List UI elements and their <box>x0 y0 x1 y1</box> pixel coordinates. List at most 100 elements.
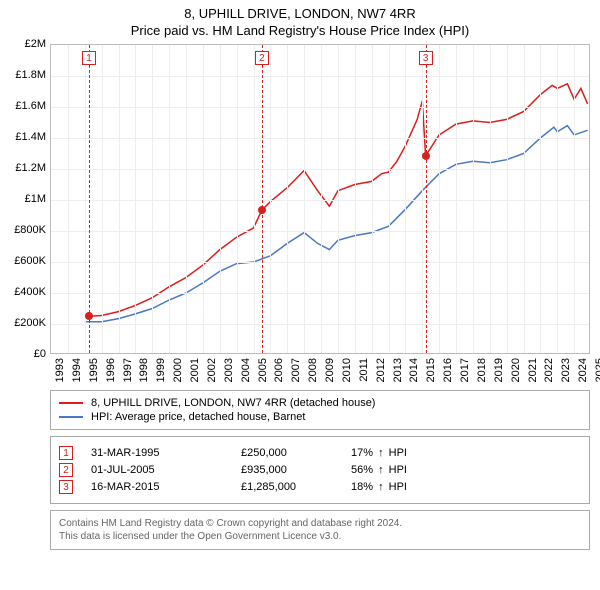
gridline-v <box>119 45 120 353</box>
event-row: 201-JUL-2005£935,00056% ↑ HPI <box>59 463 581 477</box>
x-axis-label: 2008 <box>307 358 319 382</box>
hpi-label: HPI <box>386 481 407 493</box>
event-date: 31-MAR-1995 <box>91 447 241 459</box>
y-axis-label: £200K <box>14 317 46 329</box>
x-axis-label: 2022 <box>543 358 555 382</box>
gridline-h <box>51 169 589 170</box>
y-axis-label: £400K <box>14 286 46 298</box>
plot-area: 123 <box>50 44 590 354</box>
x-axis-label: 2007 <box>290 358 302 382</box>
x-axis-label: 2009 <box>324 358 336 382</box>
gridline-v <box>355 45 356 353</box>
gridline-h <box>51 231 589 232</box>
legend-swatch <box>59 416 83 418</box>
gridline-v <box>540 45 541 353</box>
event-pct: 56% ↑ HPI <box>351 464 407 476</box>
up-arrow-icon: ↑ <box>378 464 384 476</box>
legend-label: HPI: Average price, detached house, Barn… <box>91 411 305 423</box>
sale-marker-line <box>262 45 263 353</box>
y-axis-label: £1.2M <box>15 162 46 174</box>
x-axis-label: 2006 <box>273 358 285 382</box>
container: 8, UPHILL DRIVE, LONDON, NW7 4RR Price p… <box>0 0 600 590</box>
gridline-v <box>220 45 221 353</box>
event-marker-box: 3 <box>59 480 73 494</box>
up-arrow-icon: ↑ <box>378 481 384 493</box>
event-price: £250,000 <box>241 447 351 459</box>
x-axis-label: 2021 <box>527 358 539 382</box>
x-axis-label: 1994 <box>71 358 83 382</box>
y-axis-label: £2M <box>25 38 46 50</box>
x-axis-label: 2013 <box>392 358 404 382</box>
gridline-h <box>51 262 589 263</box>
gridline-v <box>389 45 390 353</box>
gridline-h <box>51 293 589 294</box>
event-price: £935,000 <box>241 464 351 476</box>
sale-marker-dot <box>258 206 266 214</box>
x-axis-label: 2024 <box>577 358 589 382</box>
y-axis-label: £1M <box>25 193 46 205</box>
x-axis-label: 2015 <box>425 358 437 382</box>
gridline-v <box>254 45 255 353</box>
x-axis-label: 2019 <box>493 358 505 382</box>
x-axis-label: 2020 <box>510 358 522 382</box>
x-axis-label: 1999 <box>155 358 167 382</box>
gridline-h <box>51 200 589 201</box>
x-axis-label: 2004 <box>240 358 252 382</box>
gridline-v <box>169 45 170 353</box>
x-axis-label: 2010 <box>341 358 353 382</box>
hpi-label: HPI <box>386 447 407 459</box>
gridline-v <box>405 45 406 353</box>
gridline-v <box>574 45 575 353</box>
x-axis-label: 1997 <box>122 358 134 382</box>
sale-marker-dot <box>422 152 430 160</box>
y-axis-label: £1.8M <box>15 69 46 81</box>
gridline-h <box>51 76 589 77</box>
event-price: £1,285,000 <box>241 481 351 493</box>
up-arrow-icon: ↑ <box>378 447 384 459</box>
events-table: 1 31-MAR-1995£250,00017% ↑ HPI 201-JUL-200… <box>50 436 590 504</box>
x-axis-label: 2014 <box>408 358 420 382</box>
event-pct: 18% ↑ HPI <box>351 481 407 493</box>
gridline-v <box>490 45 491 353</box>
chart: 123 £0£200K£400K£600K£800K£1M£1.2M£1.4M£… <box>50 44 590 384</box>
sale-marker-box: 2 <box>255 51 269 65</box>
gridline-v <box>102 45 103 353</box>
gridline-h <box>51 107 589 108</box>
gridline-v <box>152 45 153 353</box>
gridline-v <box>439 45 440 353</box>
legend-swatch <box>59 402 83 404</box>
event-row: 1 31-MAR-1995£250,00017% ↑ HPI <box>59 446 581 460</box>
gridline-v <box>557 45 558 353</box>
hpi-label: HPI <box>386 464 407 476</box>
event-marker-box: 1 <box>59 446 73 460</box>
x-axis-label: 2016 <box>442 358 454 382</box>
gridline-v <box>507 45 508 353</box>
gridline-v <box>422 45 423 353</box>
gridline-v <box>473 45 474 353</box>
gridline-v <box>456 45 457 353</box>
footer-line-1: Contains HM Land Registry data © Crown c… <box>59 517 581 530</box>
footer: Contains HM Land Registry data © Crown c… <box>50 510 590 550</box>
gridline-v <box>186 45 187 353</box>
gridline-v <box>372 45 373 353</box>
footer-line-2: This data is licensed under the Open Gov… <box>59 530 581 543</box>
legend-item: 8, UPHILL DRIVE, LONDON, NW7 4RR (detach… <box>59 397 581 409</box>
x-axis-label: 2005 <box>257 358 269 382</box>
gridline-v <box>524 45 525 353</box>
title-line-1: 8, UPHILL DRIVE, LONDON, NW7 4RR <box>10 6 590 23</box>
x-axis-label: 2003 <box>223 358 235 382</box>
gridline-v <box>287 45 288 353</box>
x-axis-label: 2018 <box>476 358 488 382</box>
gridline-v <box>270 45 271 353</box>
x-axis-label: 1998 <box>138 358 150 382</box>
x-axis-label: 2002 <box>206 358 218 382</box>
gridline-v <box>321 45 322 353</box>
y-axis-label: £800K <box>14 224 46 236</box>
gridline-h <box>51 324 589 325</box>
event-pct: 17% ↑ HPI <box>351 447 407 459</box>
gridline-v <box>338 45 339 353</box>
sale-marker-box: 3 <box>419 51 433 65</box>
y-axis-label: £0 <box>34 348 46 360</box>
x-axis-label: 2023 <box>560 358 572 382</box>
gridline-v <box>135 45 136 353</box>
